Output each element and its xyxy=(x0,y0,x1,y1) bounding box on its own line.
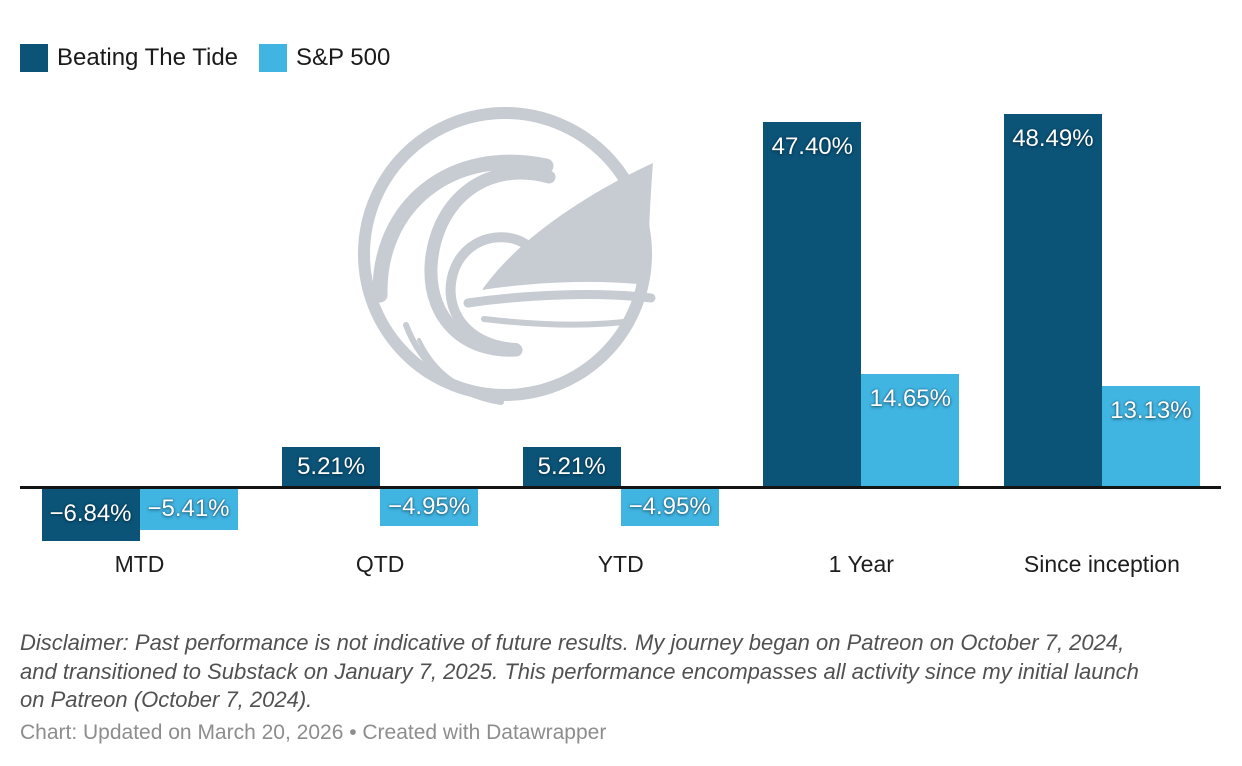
disclaimer-line: Disclaimer: Past performance is not indi… xyxy=(20,630,1125,655)
bar-value-label: 48.49% xyxy=(1012,124,1094,152)
bar-value-label: 5.21% xyxy=(537,452,606,480)
legend-swatch xyxy=(20,44,48,72)
bar-value-label: 13.13% xyxy=(1110,396,1192,424)
bar-beating-the-tide-qtd: 5.21% xyxy=(282,446,381,487)
legend-label: Beating The Tide xyxy=(57,44,239,71)
legend-item-s-p-500: S&P 500 xyxy=(259,44,390,72)
wave-sail-logo-watermark xyxy=(358,107,656,405)
category-label-ytd: YTD xyxy=(597,551,644,577)
bar-beating-the-tide-since-inception: 48.49% xyxy=(1003,113,1102,487)
disclaimer: Disclaimer: Past performance is not indi… xyxy=(20,629,1230,715)
bar-s-p-500-1-year: 14.65% xyxy=(861,374,960,487)
category-label-mtd: MTD xyxy=(114,551,165,577)
category-label-1-year: 1 Year xyxy=(828,551,894,577)
category-label-qtd: QTD xyxy=(355,551,405,577)
footer-credit: Chart: Updated on March 20, 2026 • Creat… xyxy=(20,721,607,744)
bar-beating-the-tide-ytd: 5.21% xyxy=(522,446,621,487)
bar-value-label: −6.84% xyxy=(49,500,132,528)
bar-value-label: −5.41% xyxy=(147,494,230,522)
bar-value-label: 14.65% xyxy=(869,385,951,413)
bar-beating-the-tide-1-year: 47.40% xyxy=(763,122,862,487)
disclaimer-line: on Patreon (October 7, 2024). xyxy=(20,687,313,712)
bar-s-p-500-ytd: −4.95% xyxy=(620,488,719,527)
legend-swatch xyxy=(259,44,288,72)
bar-s-p-500-since-inception: 13.13% xyxy=(1101,385,1200,487)
bar-beating-the-tide-mtd: −6.84% xyxy=(41,488,140,541)
category-label-since-inception: Since inception xyxy=(1023,551,1180,577)
bar-s-p-500-mtd: −5.41% xyxy=(139,488,238,530)
baseline-axis xyxy=(20,485,1221,489)
disclaimer-line: and transitioned to Substack on January … xyxy=(20,658,1139,684)
legend-item-beating-the-tide: Beating The Tide xyxy=(20,44,238,72)
bar-value-label: −4.95% xyxy=(388,493,471,521)
bar-s-p-500-qtd: −4.95% xyxy=(380,488,479,527)
bar-value-label: 5.21% xyxy=(297,452,366,480)
bar-value-label: 47.40% xyxy=(771,133,853,161)
legend: Beating The Tide S&P 500 xyxy=(20,44,390,72)
legend-label: S&P 500 xyxy=(296,44,391,71)
bar-value-label: −4.95% xyxy=(628,493,711,521)
